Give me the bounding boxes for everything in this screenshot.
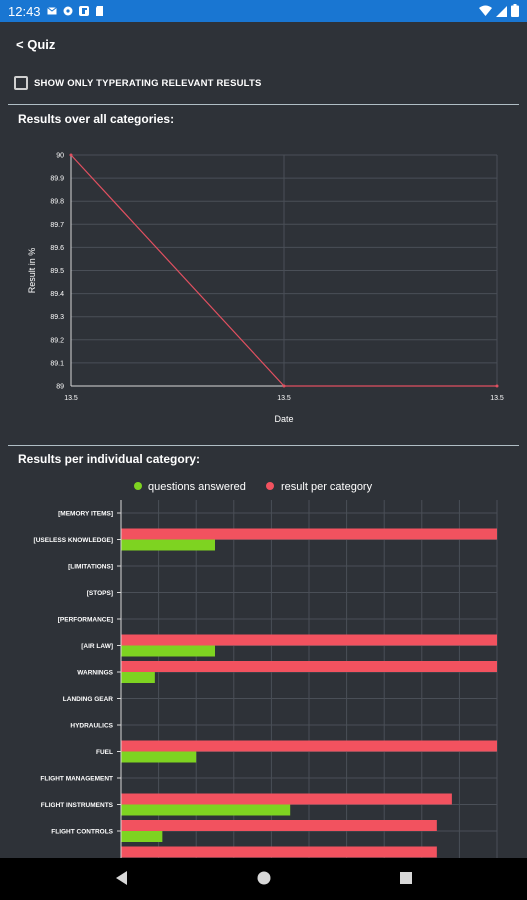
- questions-bar: [121, 539, 215, 551]
- result-bar: [121, 820, 437, 831]
- y-tick-label: 89.5: [50, 268, 64, 275]
- back-button[interactable]: < Quiz: [16, 36, 56, 52]
- y-axis-label: Result in %: [27, 248, 37, 294]
- y-tick-label: 89.1: [50, 360, 64, 367]
- result-bar: [121, 793, 452, 805]
- result-bar: [121, 740, 497, 752]
- result-point: [282, 384, 286, 388]
- sd-card-icon: [95, 6, 103, 16]
- category-label: [PERFORMANCE]: [58, 617, 113, 624]
- back-nav-icon[interactable]: [114, 870, 128, 886]
- x-axis-label: Date: [274, 414, 293, 424]
- y-tick-label: 89.3: [50, 314, 64, 321]
- category-label: [AIR LAW]: [81, 643, 113, 650]
- result-bar: [121, 661, 497, 672]
- result-bar: [121, 846, 437, 858]
- navigation-bar: [0, 858, 527, 900]
- typerating-filter[interactable]: SHOW ONLY TYPERATING RELEVANT RESULTS: [14, 76, 262, 90]
- status-time: 12:43: [8, 3, 41, 19]
- y-tick-label: 89.4: [50, 291, 64, 298]
- flipboard-icon: [78, 6, 89, 16]
- recents-nav-icon[interactable]: [399, 870, 413, 886]
- category-label: FUEL: [96, 749, 113, 756]
- app-bar: < Quiz: [0, 22, 527, 66]
- mail-icon: [46, 7, 57, 15]
- category-label: FLIGHT MANAGEMENT: [40, 776, 113, 783]
- category-label: [MEMORY ITEMS]: [58, 511, 113, 518]
- home-nav-icon[interactable]: [256, 870, 272, 886]
- settings-icon: [63, 6, 73, 16]
- signal-icon: [496, 5, 507, 17]
- divider: [8, 104, 519, 105]
- result-bar: [121, 528, 497, 540]
- category-results-title: Results per individual category:: [18, 452, 201, 466]
- y-tick-label: 89: [56, 384, 64, 391]
- legend-label: questions answered: [148, 481, 246, 493]
- y-tick-label: 89.6: [50, 245, 64, 252]
- overall-results-title: Results over all categories:: [18, 112, 175, 126]
- category-label: LANDING GEAR: [63, 696, 114, 703]
- category-label: [USELESS KNOWLEDGE]: [34, 537, 113, 544]
- status-bar: 12:43: [0, 0, 527, 22]
- category-results-chart: questions answered result per category [ME…: [34, 481, 498, 858]
- wifi-icon: [479, 5, 492, 16]
- y-tick-label: 89.2: [50, 337, 64, 344]
- y-tick-label: 89.7: [50, 222, 64, 229]
- y-tick-label: 89.8: [50, 199, 64, 206]
- category-label: FLIGHT CONTROLS: [51, 829, 113, 836]
- result-bar: [121, 634, 497, 646]
- typerating-filter-label[interactable]: SHOW ONLY TYPERATING RELEVANT RESULTS: [34, 77, 262, 89]
- questions-bar: [121, 645, 215, 657]
- divider: [8, 445, 519, 446]
- legend-label: result per category: [281, 481, 373, 493]
- category-label: HYDRAULICS: [70, 723, 113, 730]
- overall-results-chart: 89 89.1 89.2 89.3 89.4 89.5 89.6 89.7 89.8 89.9 90…: [27, 153, 504, 425]
- legend-marker: [134, 482, 142, 490]
- x-tick-label: 13.5: [490, 395, 504, 402]
- questions-bar: [121, 831, 163, 842]
- x-tick-label: 13.5: [277, 395, 291, 402]
- y-tick-label: 90: [56, 153, 64, 160]
- legend-marker: [266, 482, 274, 490]
- category-label: FLIGHT INSTRUMENTS: [41, 802, 114, 809]
- category-label: WARNINGS: [77, 670, 113, 677]
- questions-bar: [121, 804, 291, 816]
- result-point: [495, 384, 499, 388]
- result-point: [69, 153, 73, 157]
- battery-icon: [511, 4, 519, 17]
- category-label: [STOPS]: [87, 590, 113, 597]
- category-label: [LIMITATIONS]: [68, 564, 113, 571]
- x-tick-label: 13.5: [64, 395, 78, 402]
- typerating-checkbox[interactable]: [14, 76, 28, 90]
- questions-bar: [121, 672, 155, 683]
- questions-bar: [121, 751, 197, 763]
- y-tick-label: 89.9: [50, 176, 64, 183]
